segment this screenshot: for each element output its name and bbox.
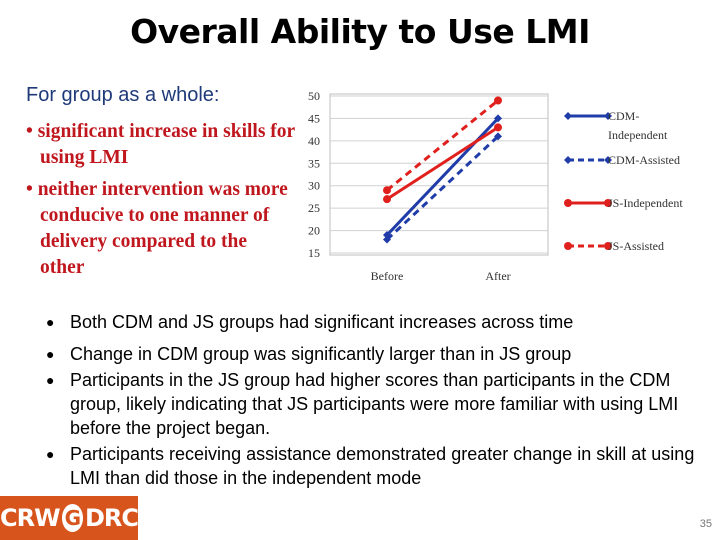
data-point bbox=[564, 242, 572, 250]
page-number: 35 bbox=[699, 518, 712, 530]
bullet-dot-icon: ● bbox=[46, 372, 55, 388]
finding-item: ● Participants in the JS group had higher… bbox=[46, 368, 710, 440]
series-line bbox=[385, 117, 500, 237]
data-point bbox=[494, 114, 502, 123]
data-point bbox=[494, 123, 502, 132]
finding-text: Participants receiving assistance demons… bbox=[70, 444, 695, 488]
x-tick-label: Before bbox=[371, 269, 404, 283]
y-tick-label: 45 bbox=[308, 111, 320, 125]
slide-title: Overall Ability to Use LMI bbox=[130, 12, 590, 51]
data-point bbox=[564, 112, 572, 120]
y-tick-label: 35 bbox=[308, 156, 320, 170]
series-line bbox=[386, 126, 499, 201]
bullet-dot-icon: ● bbox=[46, 346, 55, 362]
left-summary: For group as a whole: • significant incr… bbox=[26, 84, 296, 287]
data-point bbox=[604, 112, 612, 120]
y-tick-label: 50 bbox=[308, 89, 320, 103]
data-point bbox=[604, 242, 612, 250]
data-point bbox=[383, 186, 391, 195]
subheading: For group as a whole: bbox=[26, 84, 220, 106]
bullet-dot-icon: ● bbox=[46, 446, 55, 462]
plot-frame bbox=[329, 93, 549, 256]
logo-text-right: DRC bbox=[84, 504, 139, 532]
data-point bbox=[604, 199, 612, 207]
finding-text: Change in CDM group was significantly la… bbox=[70, 344, 572, 364]
legend-label: CDM- bbox=[608, 109, 639, 123]
legend-label: JS-Assisted bbox=[608, 239, 664, 253]
finding-text: Participants in the JS group had higher … bbox=[70, 370, 679, 438]
bullet-dot-icon: ● bbox=[46, 314, 55, 330]
finding-item: ● Change in CDM group was significantly l… bbox=[46, 342, 710, 366]
logo-text-left: CRW bbox=[0, 504, 61, 532]
finding-item: ● Both CDM and JS groups had significant … bbox=[46, 310, 710, 334]
finding-item: ● Participants receiving assistance demon… bbox=[46, 442, 710, 490]
findings-list: ● Both CDM and JS groups had significant … bbox=[46, 310, 710, 498]
legend-label: CDM-Assisted bbox=[608, 153, 680, 167]
data-point bbox=[604, 156, 612, 164]
legend-label: JS-Independent bbox=[608, 196, 683, 210]
y-tick-label: 20 bbox=[308, 224, 320, 238]
line-chart: 15 20 25 30 35 40 45 50 Before After CDM- Independ… bbox=[308, 89, 683, 283]
logo-g-icon: G bbox=[61, 504, 83, 532]
legend-label: Independent bbox=[608, 128, 668, 142]
data-point bbox=[494, 96, 502, 105]
crwgdrc-logo: CRW G DRC bbox=[0, 496, 139, 540]
data-point bbox=[383, 235, 391, 244]
y-tick-label: 40 bbox=[308, 134, 320, 148]
data-point bbox=[564, 156, 572, 164]
x-tick-label: After bbox=[485, 269, 510, 283]
finding-text: Both CDM and JS groups had significant i… bbox=[70, 312, 574, 332]
y-tick-label: 30 bbox=[308, 179, 320, 193]
y-tick-label: 15 bbox=[308, 246, 320, 260]
data-point bbox=[383, 195, 391, 204]
series-line bbox=[385, 135, 500, 241]
y-tick-label: 25 bbox=[308, 201, 320, 215]
summary-bullet: • neither intervention was more conduciv… bbox=[26, 179, 288, 278]
summary-bullet: • significant increase in skills for usi… bbox=[26, 121, 295, 168]
data-point bbox=[494, 132, 502, 141]
data-point bbox=[564, 199, 572, 207]
